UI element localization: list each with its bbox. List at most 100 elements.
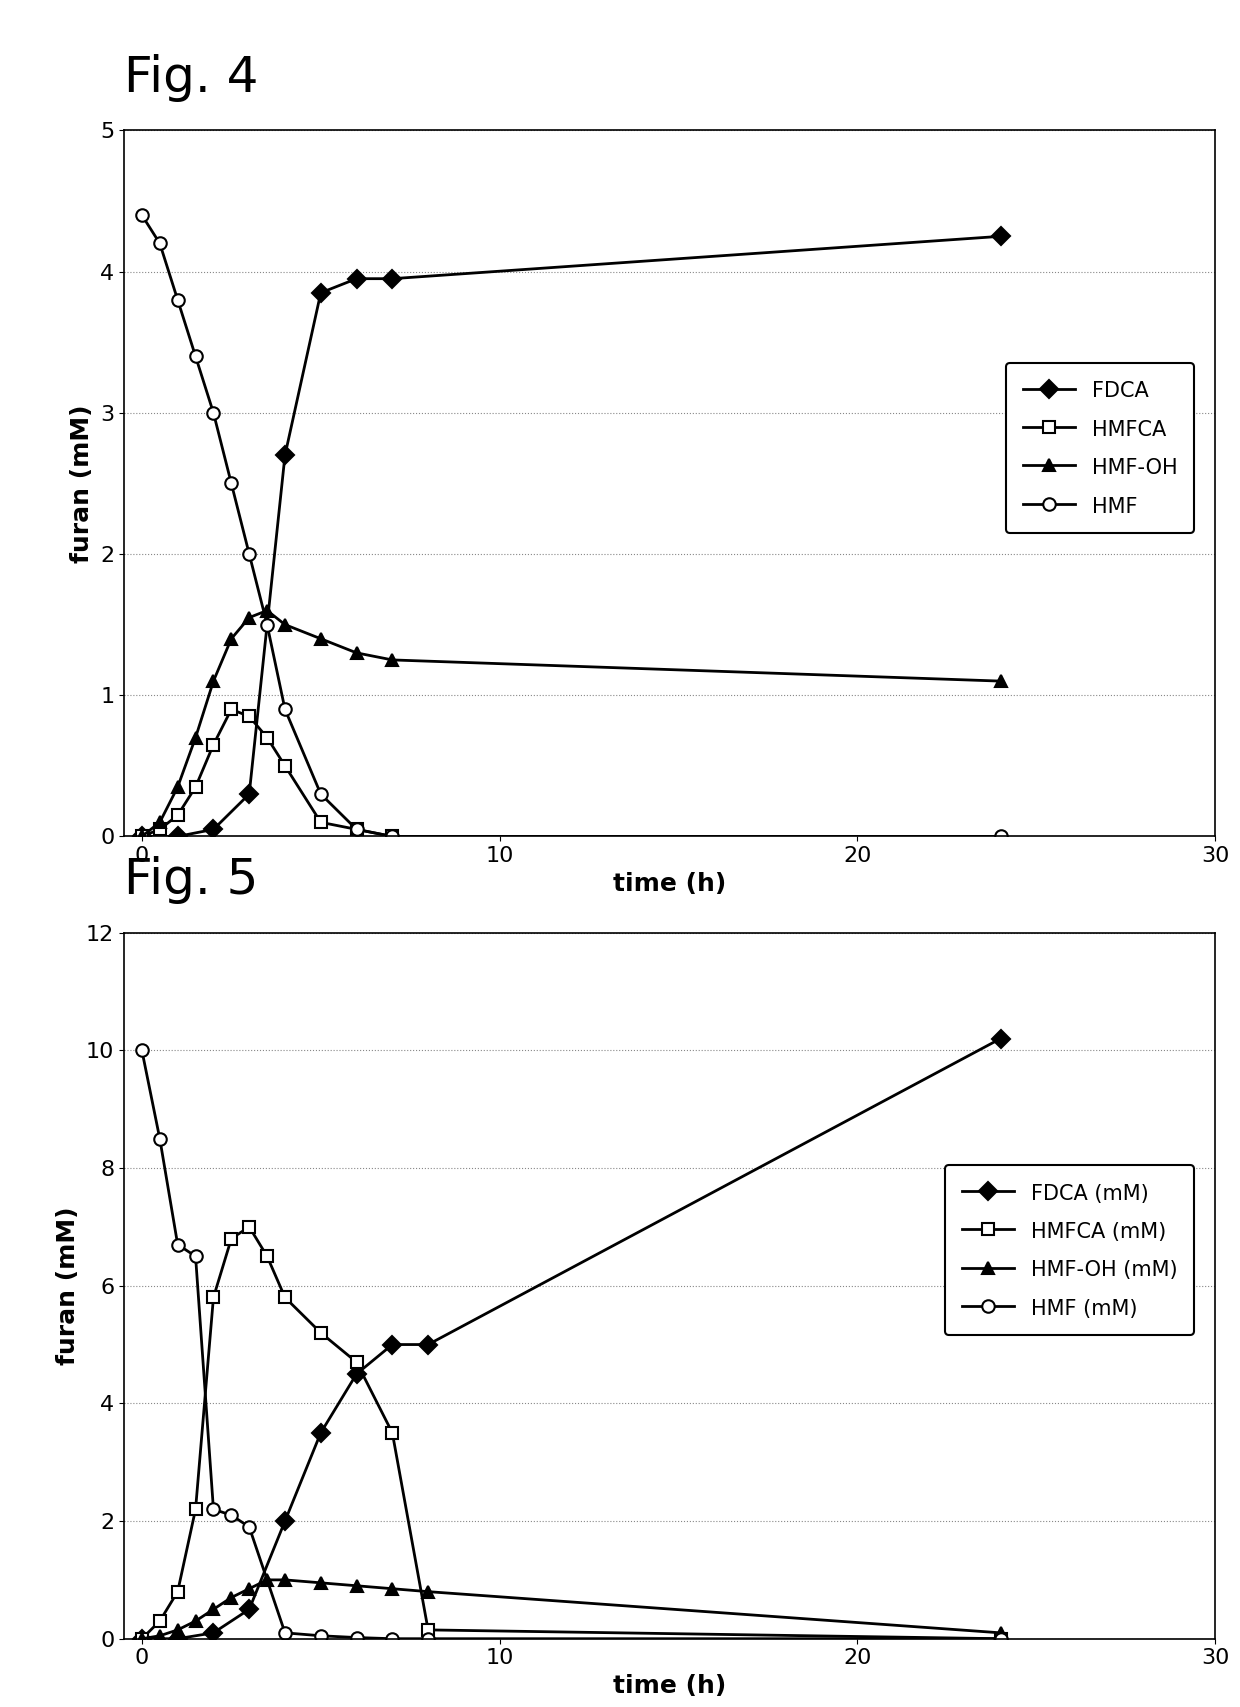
HMFCA (mM) [350, 1352, 365, 1372]
HMF [188, 347, 203, 367]
HMF [259, 615, 274, 635]
HMF-OH (mM) [188, 1611, 203, 1632]
HMFCA [314, 813, 329, 833]
HMF-OH (mM) [384, 1579, 399, 1599]
Line: HMFCA: HMFCA [135, 703, 398, 843]
HMF (mM) [278, 1623, 293, 1644]
HMF [993, 826, 1008, 847]
HMF [278, 700, 293, 720]
HMF (mM) [350, 1627, 365, 1647]
FDCA [134, 826, 149, 847]
HMFCA [170, 806, 185, 826]
HMF [314, 784, 329, 804]
HMFCA (mM) [278, 1287, 293, 1308]
HMFCA (mM) [224, 1229, 239, 1250]
FDCA [242, 784, 257, 804]
HMFCA [134, 826, 149, 847]
HMF [153, 234, 167, 254]
HMF-OH (mM) [242, 1579, 257, 1599]
HMF [242, 545, 257, 565]
HMFCA (mM) [206, 1287, 221, 1308]
FDCA (mM) [206, 1623, 221, 1644]
FDCA (mM) [350, 1364, 365, 1384]
FDCA [278, 446, 293, 466]
HMFCA (mM) [384, 1422, 399, 1442]
HMFCA (mM) [134, 1628, 149, 1649]
FDCA (mM) [134, 1628, 149, 1649]
HMF [384, 826, 399, 847]
X-axis label: time (h): time (h) [613, 872, 727, 896]
HMFCA [242, 707, 257, 727]
FDCA (mM) [993, 1028, 1008, 1048]
HMF-OH (mM) [350, 1576, 365, 1596]
HMF-OH (mM) [206, 1599, 221, 1620]
HMFCA (mM) [314, 1323, 329, 1343]
HMF-OH (mM) [153, 1625, 167, 1646]
HMF-OH (mM) [420, 1581, 435, 1601]
Legend: FDCA, HMFCA, HMF-OH, HMF: FDCA, HMFCA, HMF-OH, HMF [1006, 364, 1194, 533]
HMFCA (mM) [153, 1611, 167, 1632]
FDCA (mM) [384, 1335, 399, 1355]
HMF (mM) [188, 1246, 203, 1267]
HMFCA [188, 777, 203, 797]
HMFCA (mM) [170, 1581, 185, 1601]
Y-axis label: furan (mM): furan (mM) [71, 405, 94, 563]
HMF-OH [314, 628, 329, 649]
FDCA (mM) [314, 1422, 329, 1442]
Line: HMF: HMF [135, 208, 1007, 843]
HMFCA (mM) [993, 1628, 1008, 1649]
HMF-OH [206, 671, 221, 691]
Text: Fig. 5: Fig. 5 [124, 855, 258, 903]
HMFCA [384, 826, 399, 847]
HMFCA [153, 819, 167, 840]
Y-axis label: furan (mM): furan (mM) [56, 1207, 81, 1366]
HMF-OH [278, 615, 293, 635]
HMF-OH (mM) [134, 1628, 149, 1649]
HMF-OH [170, 777, 185, 797]
X-axis label: time (h): time (h) [613, 1675, 727, 1698]
HMFCA [278, 756, 293, 777]
Line: FDCA: FDCA [135, 230, 1007, 843]
HMF-OH (mM) [993, 1623, 1008, 1644]
HMFCA (mM) [242, 1217, 257, 1238]
HMF (mM) [170, 1234, 185, 1255]
Legend: FDCA (mM), HMFCA (mM), HMF-OH (mM), HMF (mM): FDCA (mM), HMFCA (mM), HMF-OH (mM), HMF … [945, 1166, 1194, 1335]
HMFCA [350, 819, 365, 840]
HMF-OH [384, 650, 399, 671]
HMF (mM) [206, 1499, 221, 1519]
FDCA (mM) [420, 1335, 435, 1355]
HMFCA [259, 727, 274, 748]
FDCA [993, 225, 1008, 246]
HMF-OH [993, 671, 1008, 691]
HMF (mM) [384, 1628, 399, 1649]
HMF-OH [242, 608, 257, 628]
HMFCA [224, 700, 239, 720]
HMF-OH [153, 813, 167, 833]
FDCA [350, 268, 365, 288]
HMF (mM) [420, 1628, 435, 1649]
HMF-OH [134, 826, 149, 847]
HMF (mM) [224, 1506, 239, 1526]
HMF-OH [259, 601, 274, 621]
FDCA (mM) [278, 1511, 293, 1531]
HMF-OH [188, 727, 203, 748]
HMFCA (mM) [259, 1246, 274, 1267]
HMF-OH (mM) [278, 1570, 293, 1591]
HMF (mM) [242, 1518, 257, 1538]
HMF [170, 290, 185, 311]
FDCA [206, 819, 221, 840]
FDCA [314, 283, 329, 304]
FDCA (mM) [170, 1628, 185, 1649]
HMF [224, 473, 239, 493]
HMF [350, 819, 365, 840]
FDCA [384, 268, 399, 288]
HMF (mM) [153, 1128, 167, 1149]
HMF [206, 403, 221, 423]
HMF (mM) [993, 1628, 1008, 1649]
FDCA (mM) [242, 1599, 257, 1620]
FDCA [170, 826, 185, 847]
HMFCA [206, 734, 221, 754]
Line: HMFCA (mM): HMFCA (mM) [135, 1221, 1007, 1646]
HMFCA (mM) [420, 1620, 435, 1640]
HMF-OH [350, 642, 365, 662]
